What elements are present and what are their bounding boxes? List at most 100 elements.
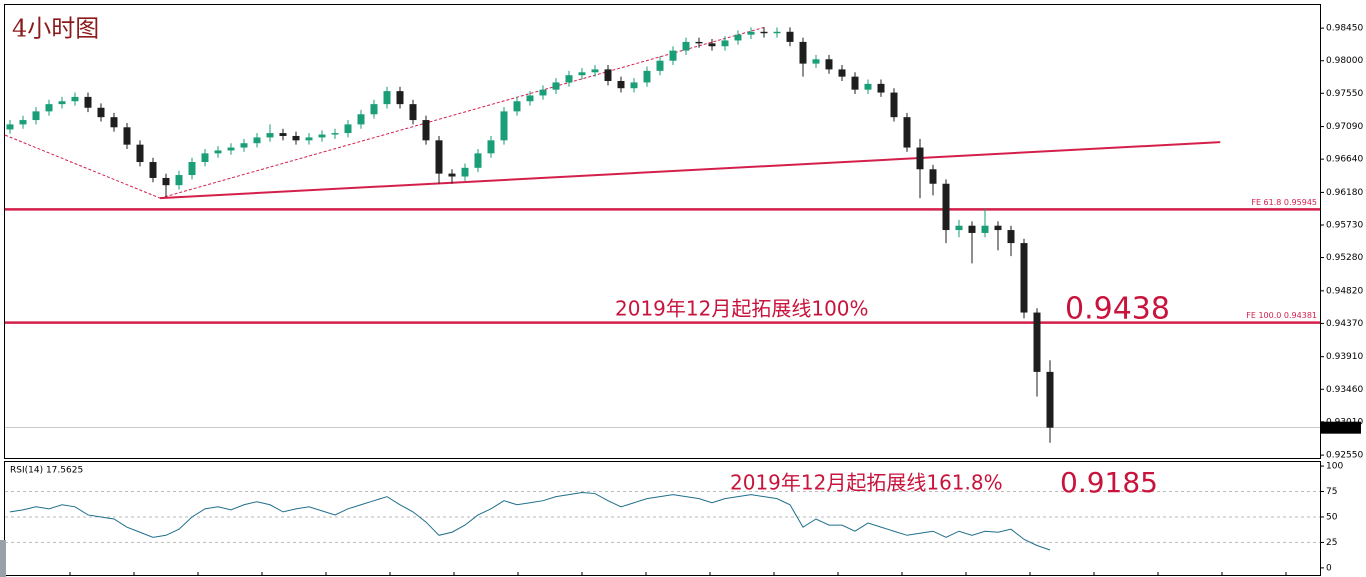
candle-body — [58, 101, 66, 105]
candle-body — [1033, 312, 1041, 372]
trend-line — [159, 141, 1221, 200]
candle-body — [890, 92, 898, 118]
candle-body — [1020, 243, 1028, 313]
y-tick-label: 0.93460 — [1326, 385, 1363, 395]
candle-body — [6, 124, 14, 130]
y-tick-label: 0.94370 — [1326, 319, 1363, 329]
candle-body — [1007, 230, 1015, 244]
y-tick-label: 0.97090 — [1326, 122, 1363, 132]
candle-body — [773, 31, 781, 34]
candle-body — [630, 82, 638, 89]
candle-body — [201, 153, 209, 163]
candle-body — [786, 31, 794, 42]
rsi-panel — [4, 461, 1321, 576]
candle-body — [968, 225, 976, 233]
candle-body — [721, 40, 729, 47]
candle-body — [539, 89, 547, 96]
annotation: 2019年12月起拓展线161.8% — [730, 471, 1003, 495]
candle-body — [110, 117, 118, 128]
candle-body — [851, 76, 859, 90]
candle-body — [617, 80, 625, 89]
candle-body — [565, 75, 573, 83]
y-tick-label: 0.95730 — [1326, 220, 1363, 230]
candle-body — [604, 69, 612, 81]
candle-body — [188, 162, 196, 176]
candle-body — [682, 41, 690, 51]
candle-body — [578, 72, 586, 76]
candle-body — [331, 133, 339, 135]
candle-body — [526, 95, 534, 102]
y-tick-label: 100 — [1326, 462, 1343, 472]
candle-body — [955, 225, 963, 231]
candle-body — [123, 127, 131, 145]
y-tick-label: 75 — [1326, 487, 1337, 497]
candle-body — [812, 59, 820, 64]
candle-body — [162, 177, 170, 186]
candle-body — [240, 143, 248, 148]
candle-body — [292, 135, 300, 141]
candle-body — [747, 31, 755, 35]
candle-body — [136, 144, 144, 163]
candle-body — [19, 120, 27, 125]
candle-body — [84, 96, 92, 108]
candle-body — [643, 70, 651, 83]
candle-body — [149, 162, 157, 178]
fib-label: FE 61.8 0.95945 — [1251, 198, 1317, 207]
candle-body — [708, 43, 716, 47]
candle-body — [760, 31, 768, 34]
trend-line — [4, 134, 161, 199]
candle-body — [734, 34, 742, 41]
candle-body — [279, 133, 287, 136]
candle-body — [877, 83, 885, 93]
candle-body — [942, 183, 950, 231]
candle-body — [71, 96, 79, 102]
annotation-value: 0.9438 — [1065, 292, 1170, 327]
y-tick-label: 0.94820 — [1326, 286, 1363, 296]
candle-body — [305, 137, 313, 141]
candle-body — [266, 133, 274, 138]
y-tick-label: 0.98000 — [1326, 56, 1363, 66]
candle-body — [227, 147, 235, 151]
candle-body — [500, 111, 508, 141]
y-tick-label: 0.97550 — [1326, 89, 1363, 99]
last-price-box — [1321, 421, 1361, 434]
chart-title: 4小时图 — [12, 15, 99, 43]
candle-body — [1046, 371, 1054, 428]
candle-body — [357, 114, 365, 125]
candle-body — [916, 147, 924, 170]
candle-body — [799, 41, 807, 64]
candle-body — [409, 104, 417, 121]
candle-body — [513, 101, 521, 112]
candle-body — [552, 82, 560, 90]
rsi-label: RSI(14) 17.5625 — [10, 466, 83, 476]
candle-body — [214, 150, 222, 154]
candle-body — [981, 225, 989, 233]
candle-body — [695, 41, 703, 44]
candle-body — [669, 50, 677, 61]
candle-body — [656, 60, 664, 71]
y-tick-label: 0.92550 — [1326, 451, 1363, 461]
rsi-line — [9, 492, 1051, 551]
y-tick-label: 0.93910 — [1326, 352, 1363, 362]
y-tick-label: 0.96640 — [1326, 155, 1363, 165]
y-tick-label: 0.95280 — [1326, 253, 1363, 263]
candle-body — [864, 83, 872, 90]
candle-body — [97, 107, 105, 118]
candle-body — [396, 91, 404, 105]
candle-body — [487, 140, 495, 154]
candle-body — [461, 167, 469, 177]
candle-body — [175, 175, 183, 186]
candle-body — [383, 91, 391, 105]
candle-body — [994, 225, 1002, 231]
y-tick-label: 25 — [1326, 538, 1337, 548]
y-tick-label: 0.98450 — [1326, 24, 1363, 34]
candle-body — [344, 124, 352, 134]
candle-body — [825, 59, 833, 70]
last-price-label: 0.92929 — [1323, 423, 1360, 433]
candle-body — [422, 120, 430, 141]
main-panel — [4, 4, 1321, 459]
candle-body — [253, 137, 261, 144]
candle-body — [32, 111, 40, 121]
